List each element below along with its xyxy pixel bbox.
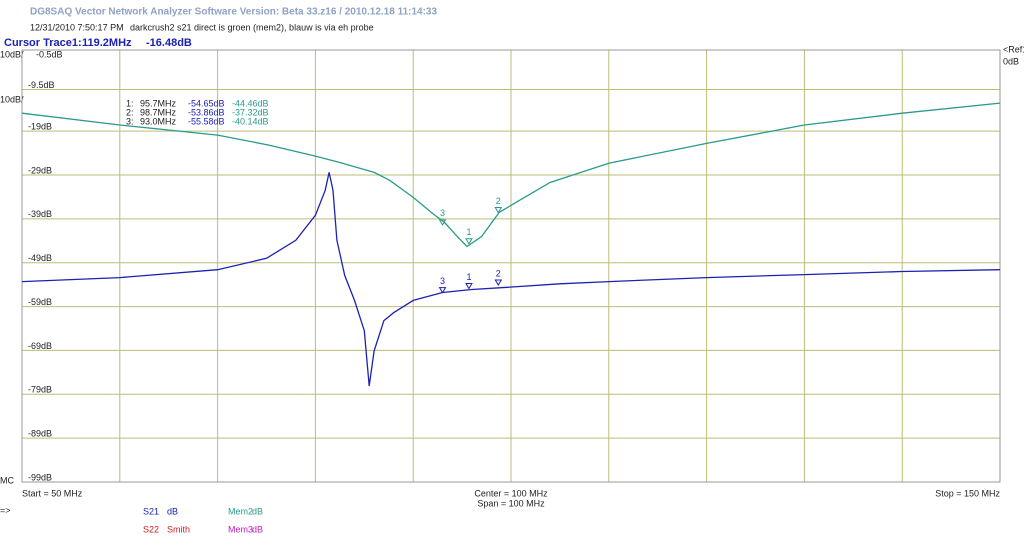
marker-triangle (438, 287, 447, 294)
marker-triangle (494, 279, 503, 286)
y-tick-label: -89dB (28, 429, 52, 439)
marker-value: -55.58dB (188, 116, 225, 126)
y-tick-label: -0.5dB (36, 49, 63, 59)
legend-format: dB (252, 524, 263, 534)
marker-freq: 93.0MHz (140, 116, 177, 126)
marker-id: 2 (496, 268, 501, 278)
scale-label: 10dB/ (0, 94, 24, 104)
y-tick-label: -19dB (28, 122, 52, 132)
marker-freq: 98.7MHz (140, 107, 177, 117)
trace (21, 172, 1001, 387)
marker-triangle (438, 219, 447, 226)
ref-value: 0dB (1003, 56, 1019, 66)
legend-format: dB (252, 506, 263, 516)
marker-value: -37.32dB (232, 107, 269, 117)
y-tick-label: -39dB (28, 209, 52, 219)
y-tick-label: -69dB (28, 341, 52, 351)
marker-row-label: 1: (126, 98, 134, 108)
marker-value: -40.14dB (232, 116, 269, 126)
legend-name: Mem3 (228, 524, 253, 534)
y-tick-label: -79dB (28, 385, 52, 395)
y-tick-label: -99dB (28, 472, 52, 482)
marker-id: 1 (466, 272, 471, 282)
marker-triangle (465, 238, 473, 245)
marker-id: 3 (440, 208, 445, 218)
scale-label: 10dB/ (0, 49, 24, 59)
marker-id: 1 (466, 227, 471, 237)
marker-row-label: 3: (126, 116, 134, 126)
cursor-label: Cursor Trace1: (4, 37, 82, 49)
span-label: Span = 100 MHz (477, 498, 545, 508)
y-tick-label: -9.5dB (28, 80, 55, 90)
legend-format: dB (167, 506, 178, 516)
cursor-value: -16.48dB (146, 37, 192, 49)
y-tick-label: -29dB (28, 165, 52, 175)
start-label: Start = 50 MHz (22, 488, 83, 498)
legend-name: S21 (143, 506, 159, 516)
y-tick-label: -59dB (28, 297, 52, 307)
legend-name: Mem2 (228, 506, 253, 516)
marker-triangle (494, 206, 503, 214)
legend-format: Smith (167, 524, 190, 534)
marker-value: -53.86dB (188, 107, 225, 117)
center-label: Center = 100 MHz (474, 488, 548, 498)
marker-id: 2 (496, 196, 501, 206)
timestamp: 12/31/2010 7:50:17 PM (30, 22, 124, 32)
stop-label: Stop = 150 MHz (935, 488, 1000, 498)
app-title: DG8SAQ Vector Network Analyzer Software … (30, 7, 437, 18)
plot-frame (21, 49, 1001, 483)
trace (21, 102, 1001, 248)
note: darkcrush2 s21 direct is groen (mem2), b… (130, 22, 374, 32)
marker-value: -44.46dB (232, 98, 269, 108)
ref-label: <Ref1 (1003, 44, 1024, 54)
mode-label: MC (0, 475, 14, 485)
legend-name: S22 (143, 524, 159, 534)
cursor-freq: 119.2MHz (82, 37, 132, 49)
marker-freq: 95.7MHz (140, 98, 177, 108)
marker-value: -54.65dB (188, 98, 225, 108)
marker-row-label: 2: (126, 107, 134, 117)
y-tick-label: -49dB (28, 253, 52, 263)
marker-triangle (465, 282, 473, 290)
prompt: => (0, 505, 11, 515)
marker-id: 3 (440, 276, 445, 286)
